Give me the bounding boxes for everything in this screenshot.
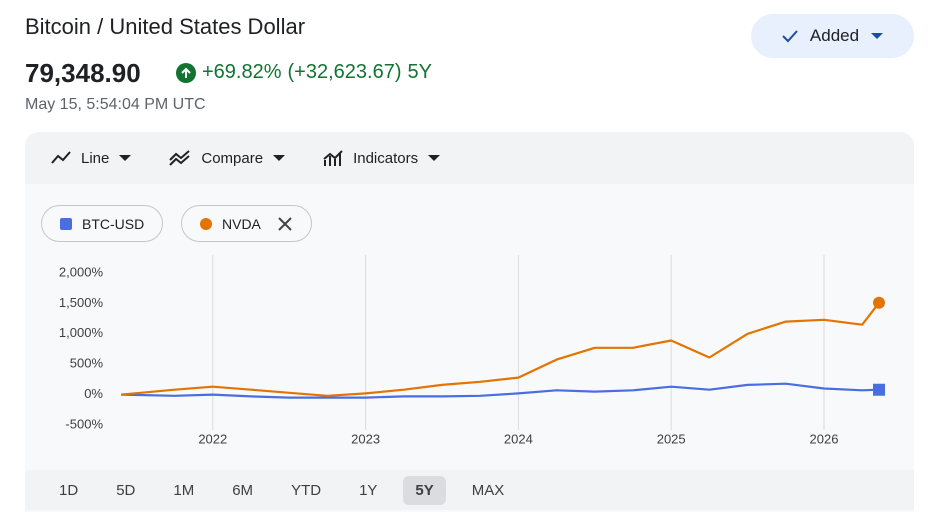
menu-label: Line <box>81 149 110 167</box>
y-tick-label: 500% <box>70 356 104 371</box>
dropdown-icon <box>119 155 132 161</box>
icon <box>51 151 71 164</box>
legend-label: BTC-USD <box>82 215 145 232</box>
legend-swatch <box>200 217 212 230</box>
chart: -500% 0% 500% 1,000% 1,500% 2,000% 2022 2023 202… <box>59 255 885 446</box>
dropdown-icon <box>273 155 286 161</box>
legend-label: NVDA <box>222 215 261 232</box>
chart-panel <box>25 132 914 512</box>
toolbar: Line Compare Indicators <box>25 132 914 184</box>
indicators-menu[interactable]: Indicators <box>323 149 441 167</box>
range-tab[interactable]: 1D <box>59 481 79 499</box>
range-tab[interactable]: 1M <box>173 481 195 499</box>
change-percent: +69.82% <box>202 61 282 83</box>
range-tab[interactable]: 5D <box>116 481 136 499</box>
change-value: (+32,623.67) <box>287 61 402 83</box>
range-tab[interactable]: 5Y <box>403 475 446 505</box>
icon <box>169 150 191 166</box>
title: Bitcoin / United States Dollar <box>25 14 306 39</box>
compare-menu[interactable]: Compare <box>169 149 286 167</box>
check-icon <box>782 30 798 43</box>
legend-chip[interactable]: NVDA <box>181 205 312 242</box>
range-tab[interactable]: 1Y <box>359 481 378 499</box>
price: 79,348.90 <box>25 58 141 88</box>
end-marker <box>873 296 885 309</box>
dropdown-icon <box>871 33 884 39</box>
range-tab[interactable]: 6M <box>232 481 254 499</box>
series-line <box>120 302 880 397</box>
x-tick-label: 2026 <box>810 431 839 446</box>
x-tick-label: 2025 <box>657 431 686 446</box>
x-tick-label: 2022 <box>198 431 227 446</box>
y-tick-label: 1,500% <box>59 295 104 310</box>
y-tick-label: 1,000% <box>59 325 104 340</box>
legend-swatch <box>60 217 72 230</box>
menu-label: Indicators <box>353 149 419 167</box>
range-tab[interactable]: MAX <box>471 481 505 499</box>
x-tick-label: 2023 <box>351 431 380 446</box>
added-button[interactable]: Added <box>751 14 914 58</box>
menu-label: Compare <box>201 149 264 167</box>
icon <box>323 150 343 166</box>
line-menu[interactable]: Line <box>51 149 132 167</box>
legend-chip[interactable]: BTC-USD <box>41 205 164 242</box>
period: 5Y <box>407 61 432 83</box>
x-tick-label: 2024 <box>504 431 533 446</box>
range-tab[interactable]: YTD <box>291 481 322 499</box>
y-tick-label: 0% <box>84 386 103 401</box>
series-line <box>121 382 880 399</box>
up-icon <box>176 62 196 83</box>
end-marker <box>873 383 885 396</box>
y-tick-label: -500% <box>65 416 103 431</box>
range-tabs: 1D 5D 1M 6M YTD 1Y 5Y MAX <box>25 470 914 510</box>
added-label: Added <box>809 26 860 45</box>
timestamp: May 15, 5:54:04 PM UTC <box>25 96 206 113</box>
change: +69.82% (+32,623.67) 5Y <box>176 61 432 84</box>
dropdown-icon <box>428 155 441 161</box>
remove-button[interactable] <box>277 216 293 232</box>
y-tick-label: 2,000% <box>59 264 104 279</box>
